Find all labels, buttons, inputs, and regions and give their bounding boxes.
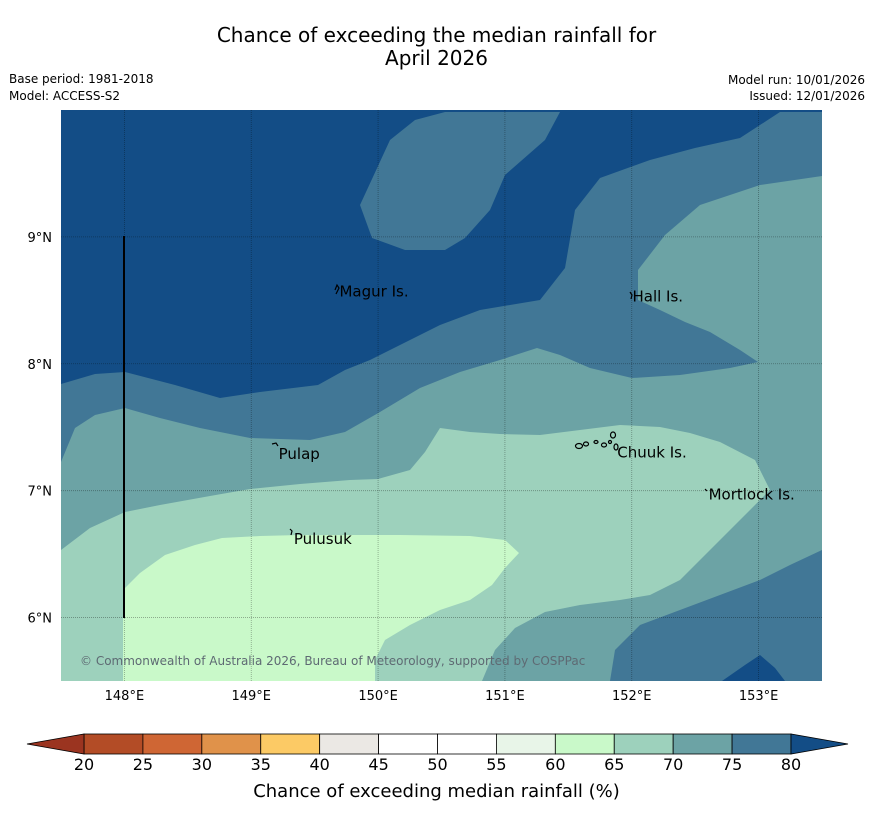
place-label: Magur Is.: [339, 282, 408, 300]
place-label: Pulusuk: [294, 530, 352, 548]
copyright-text: © Commonwealth of Australia 2026, Bureau…: [80, 654, 585, 668]
colorbar-segment: [437, 733, 497, 755]
model-run-text: Model run: 10/01/2026: [727, 73, 865, 87]
base-period-text: Base period: 1981-2018: [9, 72, 154, 86]
colorbar-segment: [319, 733, 379, 755]
colorbar-tick: 30: [191, 755, 213, 774]
island-outlines: [271, 283, 708, 536]
lat-tick-label: 7°N: [28, 485, 53, 500]
model-text: Model: ACCESS-S2: [9, 89, 121, 103]
colorbar-tick: 55: [486, 755, 507, 774]
colorbar-tick: 80: [780, 755, 802, 774]
place-label: Pulap: [279, 445, 320, 463]
colorbar-tick: 60: [545, 755, 566, 774]
colorbar-segment: [496, 733, 556, 755]
chart-title-line-2: April 2026: [385, 46, 488, 70]
zone-75-south-east: [610, 550, 822, 681]
colorbar-tick: 65: [604, 755, 625, 774]
lon-tick-label: 149°E: [231, 689, 271, 704]
colorbar-under-arrow: [26, 733, 85, 755]
colorbar-segment: [613, 733, 674, 755]
colorbar-segment: [142, 733, 203, 755]
place-label: Mortlock Is.: [709, 485, 795, 503]
colorbar-segment: [731, 733, 792, 755]
rainfall-map: Magur Is. Hall Is. Pulap Chuuk Is. Mortlock …: [28, 110, 822, 704]
colorbar-tick: 25: [132, 755, 154, 774]
colorbar-tick: 50: [427, 755, 448, 774]
place-label: Chuuk Is.: [617, 444, 686, 462]
pulap-island-outline: [271, 442, 279, 447]
hall-island-outline: [629, 291, 633, 300]
colorbar-segment: [201, 733, 262, 755]
zone-75-pocket: [360, 112, 560, 250]
graticule: [61, 110, 822, 681]
lat-tick-label: 8°N: [28, 358, 53, 373]
latitude-labels: 9°N 8°N 7°N 6°N: [28, 231, 53, 627]
colorbar-label: Chance of exceeding median rainfall (%): [253, 781, 620, 802]
colorbar-segment: [672, 733, 733, 755]
zone-60: [123, 535, 519, 681]
colorbar-tick: 70: [662, 755, 684, 774]
chuuk-islands-outline: [574, 431, 619, 451]
colorbar-tick: 40: [309, 755, 330, 774]
zone-80-south-east: [722, 655, 785, 681]
lon-tick-label: 152°E: [612, 689, 652, 704]
lon-tick-label: 153°E: [739, 689, 779, 704]
colorbar-tick: 20: [73, 755, 95, 774]
colorbar-segment: [378, 733, 438, 755]
place-labels: Magur Is. Hall Is. Pulap Chuuk Is. Mortlock …: [279, 282, 795, 547]
colorbar-segment: [554, 733, 615, 755]
magur-island-outline: [334, 283, 340, 295]
lon-tick-label: 150°E: [358, 689, 398, 704]
lat-tick-label: 6°N: [28, 612, 53, 627]
colorbar-segments: [83, 733, 792, 755]
colorbar-segment: [260, 733, 321, 755]
zone-80-north: [61, 110, 822, 398]
colorbar-over-arrow: [790, 733, 849, 755]
pulusuk-island-outline: [289, 528, 293, 536]
issued-text: Issued: 12/01/2026: [749, 89, 865, 103]
lon-tick-label: 148°E: [105, 689, 145, 704]
colorbar-tick: 45: [368, 755, 389, 774]
lon-tick-label: 151°E: [485, 689, 525, 704]
longitude-labels: 148°E 149°E 150°E 151°E 152°E 153°E: [105, 689, 779, 704]
colorbar-tick: 75: [721, 755, 743, 774]
chart-title-line-1: Chance of exceeding the median rainfall …: [216, 23, 657, 47]
lat-tick-label: 9°N: [28, 231, 53, 246]
colorbar-segment: [83, 733, 144, 755]
colorbar-tick: 35: [250, 755, 271, 774]
place-label: Hall Is.: [632, 288, 683, 306]
mortlock-island-outline: [704, 488, 708, 492]
